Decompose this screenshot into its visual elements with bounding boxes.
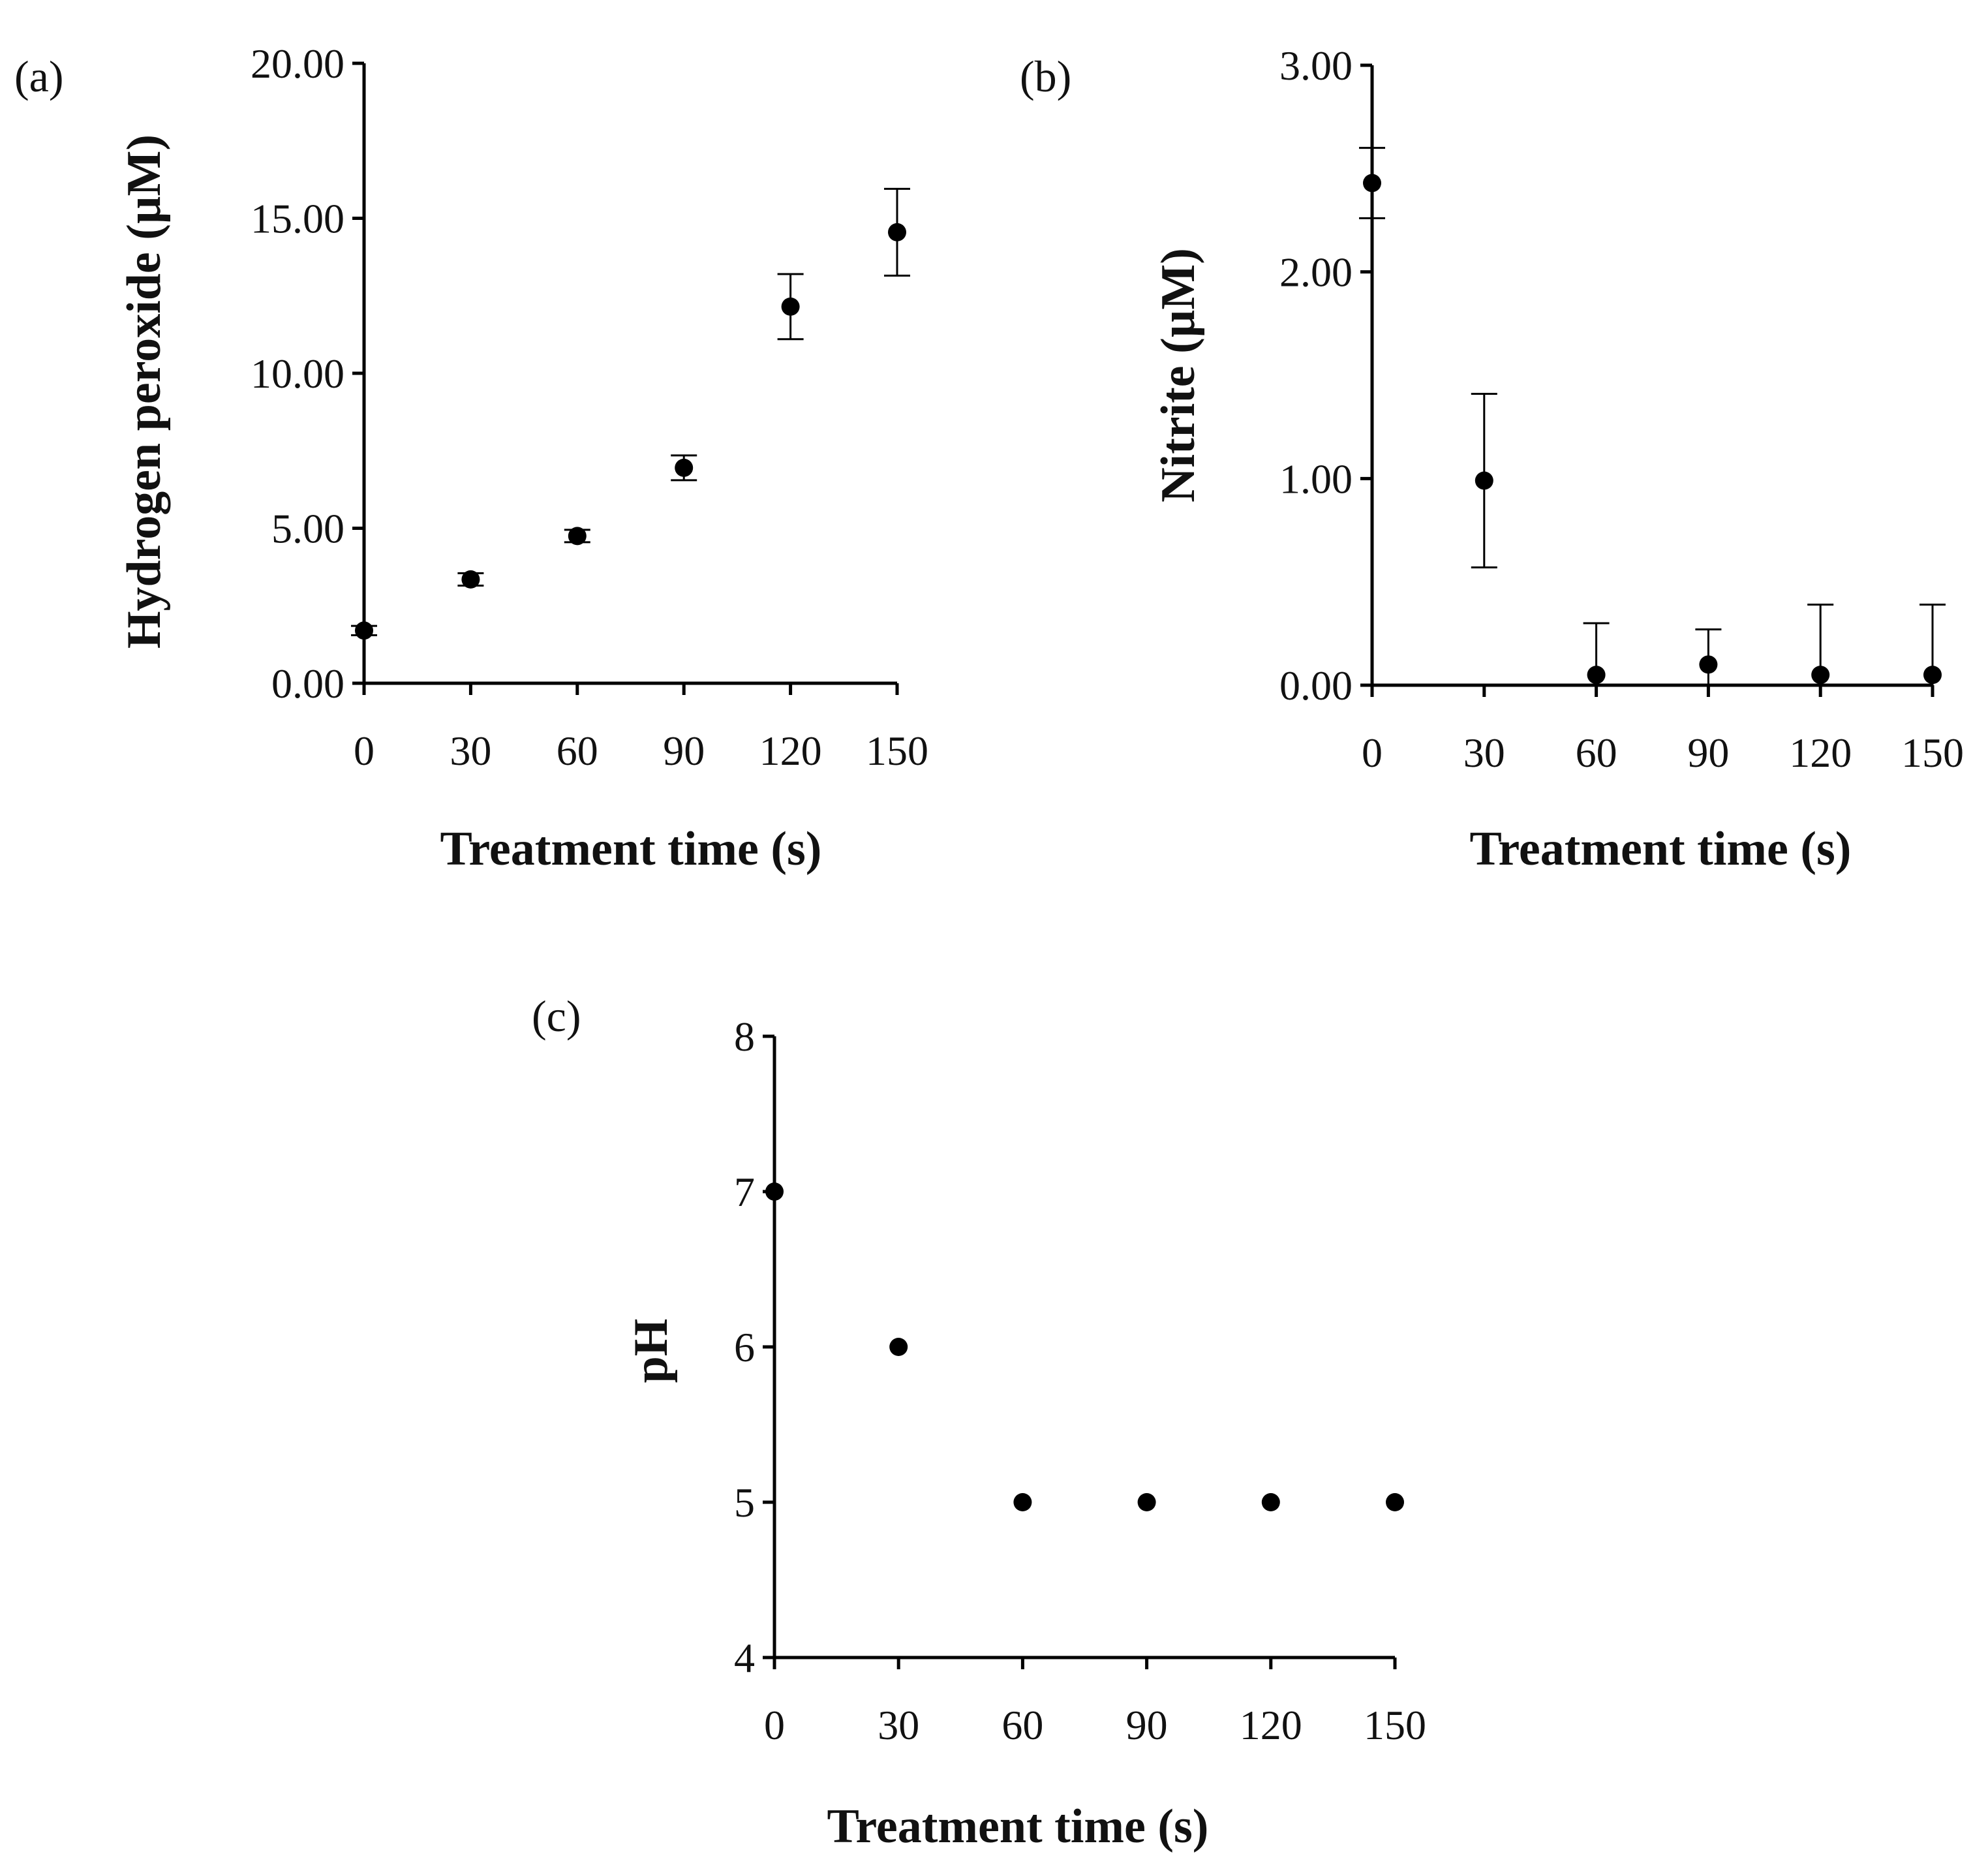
panel-a-x-tick-label: 60 <box>557 728 598 774</box>
panel-a-y-tick-label: 10.00 <box>251 350 344 397</box>
panel-a-y-tick-label: 20.00 <box>251 40 344 87</box>
panel-c-y-tick-label: 8 <box>734 1013 755 1060</box>
panel-b-x-tick-label: 0 <box>1362 730 1383 776</box>
panel-c: (c) pH Treatment time (s) 0 30 60 90 120 150 … <box>532 991 1426 1853</box>
panel-a-y-tick-label: 15.00 <box>251 196 344 242</box>
panel-c-data-point <box>889 1338 908 1356</box>
panel-a-x-tick-label: 30 <box>450 728 491 774</box>
panel-a-x-tick-label: 0 <box>354 728 375 774</box>
panel-c-x-tick-label: 120 <box>1240 1702 1302 1748</box>
panel-a-data-point <box>461 570 480 589</box>
panel-a: (a) Hydrogen peroxide (µM) Treatment tim… <box>14 40 928 876</box>
panel-b-x-axis-title: Treatment time (s) <box>1470 822 1852 876</box>
panel-c-x-tick-label: 0 <box>764 1702 785 1748</box>
panel-a-x-tick-label: 150 <box>866 728 928 774</box>
panel-c-y-axis-title: pH <box>624 1319 678 1383</box>
panel-b-data-point <box>1811 666 1830 685</box>
panel-a-y-axis-title: Hydrogen peroxide (µM) <box>117 134 171 649</box>
panel-b-x-tick-label: 60 <box>1576 730 1617 776</box>
panel-c-label: (c) <box>532 991 581 1041</box>
panel-a-data-point <box>781 297 800 316</box>
panel-b-data-point <box>1587 666 1606 685</box>
panel-b-y-tick-label: 1.00 <box>1279 455 1353 502</box>
panel-b: (b) Nitrite (µM) Treatment time (s) 0 30 6… <box>1020 42 1964 876</box>
panel-c-y-tick-label: 6 <box>734 1324 755 1370</box>
panel-b-y-axis-title: Nitrite (µM) <box>1152 248 1205 502</box>
panel-c-x-tick-label: 150 <box>1364 1702 1426 1748</box>
panel-c-data-point <box>1137 1493 1156 1511</box>
panel-b-data-point <box>1923 666 1942 685</box>
panel-b-x-tick-label: 120 <box>1789 730 1852 776</box>
panel-c-data-point <box>1386 1493 1404 1511</box>
panel-c-data-point <box>1013 1493 1032 1511</box>
panel-b-label: (b) <box>1020 52 1071 101</box>
panel-a-data-point <box>675 458 694 477</box>
panel-c-y-tick-label: 7 <box>734 1169 755 1215</box>
panel-b-x-tick-label: 90 <box>1687 730 1729 776</box>
panel-b-data-point <box>1475 471 1493 490</box>
panel-b-x-tick-label: 30 <box>1463 730 1505 776</box>
panel-a-x-tick-label: 90 <box>663 728 705 774</box>
panel-b-data-point <box>1699 655 1718 674</box>
panel-b-y-tick-label: 3.00 <box>1279 42 1353 89</box>
panel-c-data-point <box>765 1182 784 1201</box>
panel-b-y-tick-label: 0.00 <box>1279 662 1353 709</box>
panel-b-data-point <box>1363 174 1381 193</box>
panel-a-data-point <box>355 621 373 640</box>
panel-a-y-tick-label: 5.00 <box>271 506 344 552</box>
panel-a-x-tick-label: 120 <box>759 728 822 774</box>
panel-a-y-tick-label: 0.00 <box>271 660 344 707</box>
panel-c-y-tick-label: 4 <box>734 1635 755 1681</box>
panel-c-y-tick-label: 5 <box>734 1479 755 1526</box>
panel-a-label: (a) <box>14 52 63 101</box>
panel-c-x-tick-label: 60 <box>1002 1702 1043 1748</box>
panel-c-x-axis-title: Treatment time (s) <box>827 1800 1209 1853</box>
panel-a-data-point <box>568 527 587 546</box>
panel-a-x-axis-title: Treatment time (s) <box>440 822 822 876</box>
panel-b-y-tick-label: 2.00 <box>1279 249 1353 296</box>
panel-c-x-tick-label: 90 <box>1126 1702 1168 1748</box>
panel-a-data-point <box>888 223 906 241</box>
panel-c-data-point <box>1261 1493 1280 1511</box>
panel-c-x-tick-label: 30 <box>878 1702 919 1748</box>
panel-b-x-tick-label: 150 <box>1901 730 1964 776</box>
